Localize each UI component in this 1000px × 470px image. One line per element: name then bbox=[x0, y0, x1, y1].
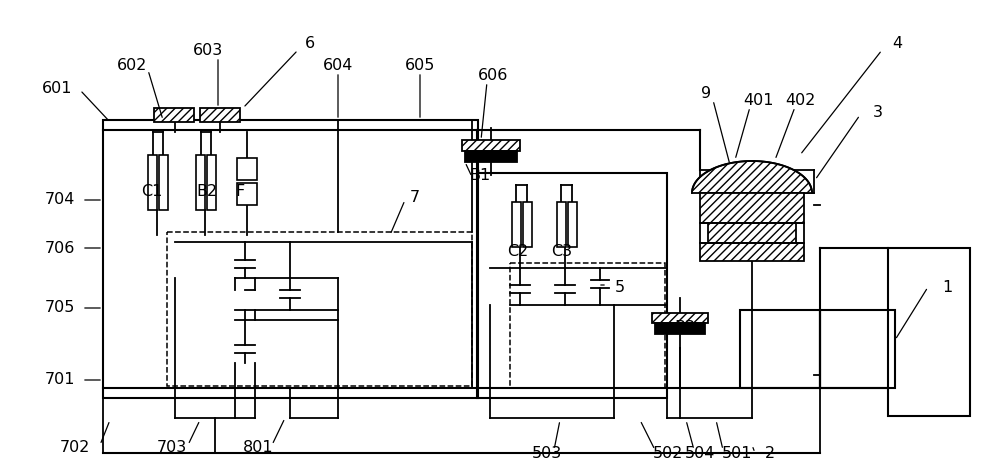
Text: C2: C2 bbox=[507, 244, 529, 259]
Bar bbox=[167, 232, 472, 386]
Bar bbox=[740, 310, 820, 388]
Bar bbox=[652, 313, 708, 323]
Text: 3: 3 bbox=[873, 104, 883, 119]
Text: 7: 7 bbox=[410, 190, 420, 205]
Polygon shape bbox=[692, 161, 812, 193]
Bar bbox=[154, 108, 194, 122]
Bar bbox=[237, 158, 257, 180]
Text: C1: C1 bbox=[141, 185, 163, 199]
Text: 501: 501 bbox=[722, 446, 752, 461]
Text: 603: 603 bbox=[193, 42, 223, 57]
Bar bbox=[462, 140, 520, 151]
Text: 705: 705 bbox=[45, 300, 75, 315]
Bar bbox=[700, 223, 804, 243]
Text: 504: 504 bbox=[685, 446, 715, 461]
Bar bbox=[888, 248, 970, 416]
Text: B2: B2 bbox=[196, 185, 218, 199]
Text: 503: 503 bbox=[532, 446, 562, 461]
Text: 706: 706 bbox=[45, 241, 75, 256]
Bar bbox=[708, 223, 796, 243]
Bar bbox=[103, 120, 478, 398]
Text: 2: 2 bbox=[765, 446, 775, 461]
Text: 9: 9 bbox=[701, 86, 711, 101]
Text: 702: 702 bbox=[60, 440, 90, 455]
Bar bbox=[700, 193, 804, 223]
Text: F: F bbox=[235, 185, 245, 199]
Bar bbox=[523, 202, 532, 247]
Bar bbox=[510, 263, 665, 388]
Bar bbox=[568, 202, 577, 247]
Text: 4: 4 bbox=[892, 36, 902, 50]
Text: C3: C3 bbox=[551, 244, 573, 259]
Bar bbox=[237, 183, 257, 205]
Bar bbox=[148, 155, 157, 210]
Bar bbox=[200, 108, 240, 122]
Text: 704: 704 bbox=[45, 193, 75, 207]
Text: 606: 606 bbox=[478, 68, 508, 83]
Text: 601: 601 bbox=[42, 80, 72, 95]
Text: 703: 703 bbox=[157, 440, 187, 455]
Text: 401: 401 bbox=[744, 93, 774, 108]
Text: 701: 701 bbox=[45, 373, 75, 387]
Bar bbox=[477, 173, 667, 398]
Text: 6: 6 bbox=[305, 36, 315, 50]
Bar bbox=[196, 155, 205, 210]
Bar bbox=[512, 202, 521, 247]
Text: 1: 1 bbox=[942, 280, 952, 295]
Bar bbox=[159, 155, 168, 210]
Bar bbox=[465, 151, 517, 162]
Bar bbox=[655, 323, 705, 334]
Text: 5: 5 bbox=[615, 281, 625, 296]
Text: B3: B3 bbox=[674, 321, 696, 336]
Bar bbox=[820, 310, 895, 388]
Text: 502: 502 bbox=[653, 446, 683, 461]
Text: B1: B1 bbox=[469, 167, 491, 182]
Bar bbox=[207, 155, 216, 210]
Text: 602: 602 bbox=[117, 57, 147, 72]
Text: 801: 801 bbox=[243, 440, 273, 455]
Text: 604: 604 bbox=[323, 57, 353, 72]
Text: 402: 402 bbox=[785, 93, 815, 108]
Bar bbox=[557, 202, 566, 247]
Bar bbox=[700, 243, 804, 261]
Text: 605: 605 bbox=[405, 57, 435, 72]
